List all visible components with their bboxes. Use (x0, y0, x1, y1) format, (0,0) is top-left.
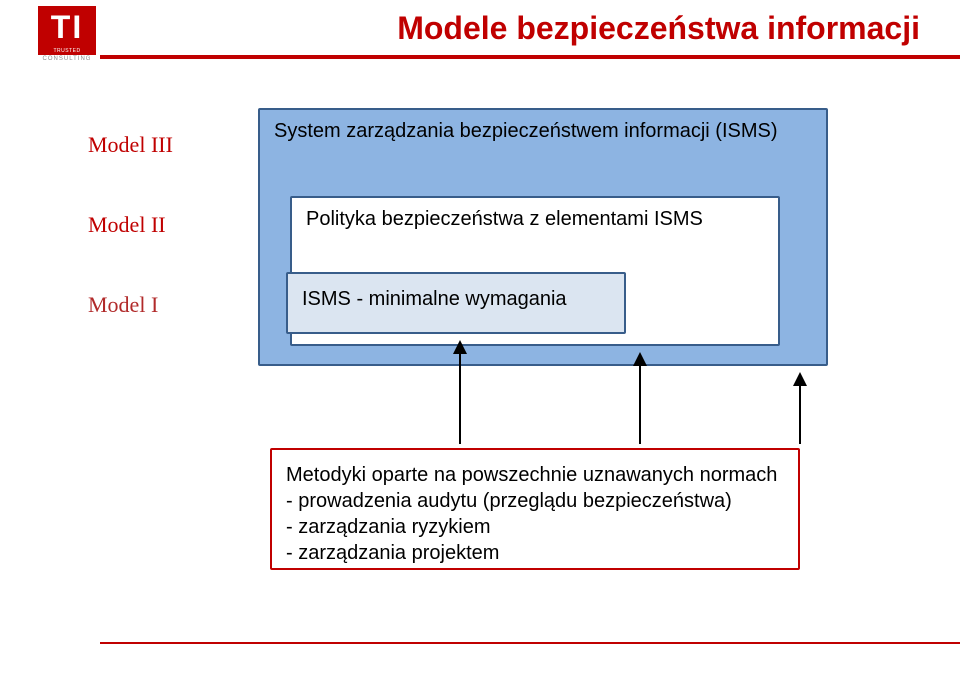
box-minimal: ISMS - minimalne wymagania (286, 272, 626, 334)
methods-line-0: Metodyki oparte na powszechnie uznawanyc… (286, 462, 784, 488)
footer-line (100, 642, 960, 644)
label-model-2: Model II (88, 212, 166, 238)
box-isms-system-text: System zarządzania bezpieczeństwem infor… (274, 120, 778, 143)
slide-header: TI TRUSTED INFORMATION CONSULTING Modele… (0, 0, 960, 60)
label-model-1: Model I (88, 292, 158, 318)
box-methods: Metodyki oparte na powszechnie uznawanyc… (270, 448, 800, 570)
slide-title: Modele bezpieczeństwa informacji (397, 10, 920, 47)
box-minimal-text: ISMS - minimalne wymagania (302, 288, 567, 311)
diagram-canvas: Model III Model II Model I System zarząd… (0, 60, 960, 634)
header-line (100, 55, 960, 59)
logo-bar: TRUSTED INFORMATION (38, 48, 96, 55)
methods-line-3: - zarządzania projektem (286, 540, 784, 566)
methods-line-1: - prowadzenia audytu (przeglądu bezpiecz… (286, 488, 784, 514)
logo-tile: TI (38, 6, 96, 48)
logo: TI TRUSTED INFORMATION CONSULTING (38, 6, 96, 62)
box-policy-text: Polityka bezpieczeństwa z elementami ISM… (306, 208, 703, 231)
label-model-3: Model III (88, 132, 173, 158)
methods-line-2: - zarządzania ryzykiem (286, 514, 784, 540)
